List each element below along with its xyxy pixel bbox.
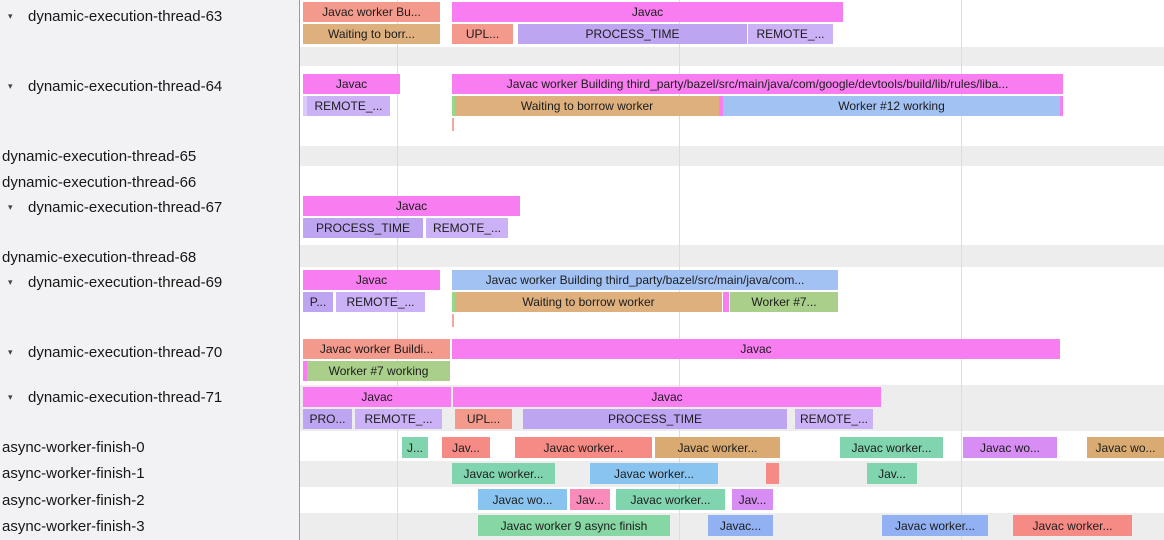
trace-event-bar[interactable]: Javac worker 9 async finish (478, 515, 670, 536)
trace-event-bar[interactable]: Jav... (732, 489, 773, 510)
collapse-triangle-icon[interactable]: ▾ (8, 391, 13, 402)
thread-name: async-worker-finish-3 (2, 517, 145, 535)
thread-row-label[interactable]: ▾ dynamic-execution-thread-70 (8, 342, 222, 362)
trace-event-bar[interactable]: UPL... (455, 409, 512, 429)
thread-name: async-worker-finish-2 (2, 491, 145, 509)
trace-event-bar[interactable]: Javac (452, 2, 843, 22)
trace-event-bar[interactable]: Javac (303, 196, 520, 216)
trace-event-bar[interactable]: PRO... (303, 409, 352, 429)
trace-event-bar[interactable]: Worker #12 working (723, 96, 1060, 116)
trace-event-bar[interactable]: UPL... (452, 24, 513, 44)
thread-name: dynamic-execution-thread-69 (28, 273, 223, 291)
trace-event-bar[interactable] (303, 96, 307, 116)
trace-event-bar[interactable] (723, 292, 729, 312)
trace-event-bar[interactable]: J... (402, 437, 428, 458)
thread-row-label[interactable]: ▾ dynamic-execution-thread-69 (8, 272, 222, 292)
thread-row-label[interactable]: ▾ dynamic-execution-thread-67 (8, 197, 222, 217)
trace-event-bar[interactable]: Worker #7... (730, 292, 838, 312)
thread-row-label[interactable]: dynamic-execution-thread-68 (2, 247, 196, 267)
trace-event-bar[interactable]: Jav... (442, 437, 490, 458)
trace-event-bar[interactable]: Javac worker... (452, 463, 555, 484)
trace-event-bar[interactable]: Javac wo... (478, 489, 567, 510)
row-band (300, 47, 1164, 66)
thread-row-label[interactable]: dynamic-execution-thread-66 (2, 172, 196, 192)
trace-event-bar[interactable]: Javac... (708, 515, 773, 536)
thread-name: dynamic-execution-thread-68 (2, 248, 197, 266)
micro-event-tick[interactable] (452, 118, 454, 131)
trace-event-bar[interactable]: Jav... (570, 489, 610, 510)
thread-name: dynamic-execution-thread-63 (28, 7, 223, 25)
trace-event-bar[interactable]: Javac worker... (1013, 515, 1132, 536)
trace-event-bar[interactable] (766, 463, 779, 484)
trace-event-bar[interactable]: Waiting to borrow worker (455, 292, 722, 312)
trace-event-bar[interactable] (452, 292, 455, 312)
trace-event-bar[interactable]: Javac worker... (590, 463, 718, 484)
trace-event-bar[interactable] (1060, 96, 1063, 116)
thread-row-label[interactable]: async-worker-finish-1 (2, 463, 145, 483)
trace-event-bar[interactable]: Javac worker Building third_party/bazel/… (452, 270, 838, 290)
thread-row-label[interactable]: ▾ dynamic-execution-thread-64 (8, 76, 222, 96)
collapse-triangle-icon[interactable]: ▾ (8, 201, 13, 212)
thread-name: async-worker-finish-0 (2, 438, 145, 456)
trace-event-bar[interactable]: REMOTE_... (748, 24, 833, 44)
thread-row-label[interactable]: dynamic-execution-thread-65 (2, 146, 196, 166)
thread-name: dynamic-execution-thread-64 (28, 77, 223, 95)
thread-row-label[interactable]: ▾ dynamic-execution-thread-63 (8, 6, 222, 26)
trace-event-bar[interactable] (452, 96, 455, 116)
thread-name: dynamic-execution-thread-71 (28, 388, 223, 406)
trace-event-bar[interactable]: Jav... (867, 463, 917, 484)
trace-event-bar[interactable]: Javac wo... (1087, 437, 1164, 458)
trace-event-bar[interactable]: Javac (303, 270, 440, 290)
thread-name: async-worker-finish-1 (2, 464, 145, 482)
trace-event-bar[interactable]: PROCESS_TIME (303, 218, 423, 238)
timeline-sidebar: ▾ dynamic-execution-thread-63 ▾ dynamic-exe… (0, 0, 300, 540)
trace-event-bar[interactable]: Javac worker Buildi... (303, 339, 450, 359)
trace-event-bar[interactable]: Javac (453, 387, 881, 407)
trace-event-bar[interactable]: REMOTE_... (307, 96, 390, 116)
trace-event-bar[interactable]: Javac (452, 339, 1060, 359)
thread-row-label[interactable]: async-worker-finish-2 (2, 490, 145, 510)
trace-event-bar[interactable]: Javac worker... (882, 515, 988, 536)
trace-event-bar[interactable]: P... (303, 292, 333, 312)
trace-event-bar[interactable]: Javac worker... (655, 437, 780, 458)
thread-row-label[interactable]: async-worker-finish-3 (2, 516, 145, 536)
row-band (300, 146, 1164, 166)
trace-event-bar[interactable]: Waiting to borrow worker (455, 96, 719, 116)
thread-name: dynamic-execution-thread-67 (28, 198, 223, 216)
thread-name: dynamic-execution-thread-66 (2, 173, 197, 191)
trace-event-bar[interactable]: Javac worker... (616, 489, 725, 510)
thread-name: dynamic-execution-thread-70 (28, 343, 223, 361)
trace-event-bar[interactable]: Worker #7 working (307, 361, 450, 381)
row-band (300, 461, 1164, 487)
trace-event-bar[interactable]: PROCESS_TIME (518, 24, 747, 44)
trace-event-bar[interactable]: Javac wo... (963, 437, 1057, 458)
trace-event-bar[interactable]: Waiting to borr... (303, 24, 440, 44)
micro-event-tick[interactable] (452, 314, 454, 327)
collapse-triangle-icon[interactable]: ▾ (8, 276, 13, 287)
collapse-triangle-icon[interactable]: ▾ (8, 346, 13, 357)
collapse-triangle-icon[interactable]: ▾ (8, 80, 13, 91)
time-gridline (961, 0, 962, 540)
row-band (300, 245, 1164, 267)
trace-event-bar[interactable]: REMOTE_... (336, 292, 425, 312)
trace-event-bar[interactable]: Javac worker Bu... (303, 2, 440, 22)
thread-row-label[interactable]: async-worker-finish-0 (2, 437, 145, 457)
thread-row-label[interactable]: ▾ dynamic-execution-thread-71 (8, 387, 222, 407)
trace-event-bar[interactable]: Javac (303, 74, 400, 94)
trace-event-bar[interactable]: REMOTE_... (426, 218, 508, 238)
trace-event-bar[interactable]: REMOTE_... (795, 409, 873, 429)
trace-event-bar[interactable]: Javac (303, 387, 451, 407)
trace-event-bar[interactable]: Javac worker... (515, 437, 652, 458)
trace-event-bar[interactable]: PROCESS_TIME (523, 409, 787, 429)
trace-event-bar[interactable] (303, 361, 307, 381)
trace-event-bar[interactable]: Javac worker... (840, 437, 943, 458)
collapse-triangle-icon[interactable]: ▾ (8, 10, 13, 21)
trace-event-bar[interactable]: REMOTE_... (355, 409, 442, 429)
thread-name: dynamic-execution-thread-65 (2, 147, 197, 165)
trace-event-bar[interactable] (719, 96, 723, 116)
trace-event-bar[interactable]: Javac worker Building third_party/bazel/… (452, 74, 1063, 94)
